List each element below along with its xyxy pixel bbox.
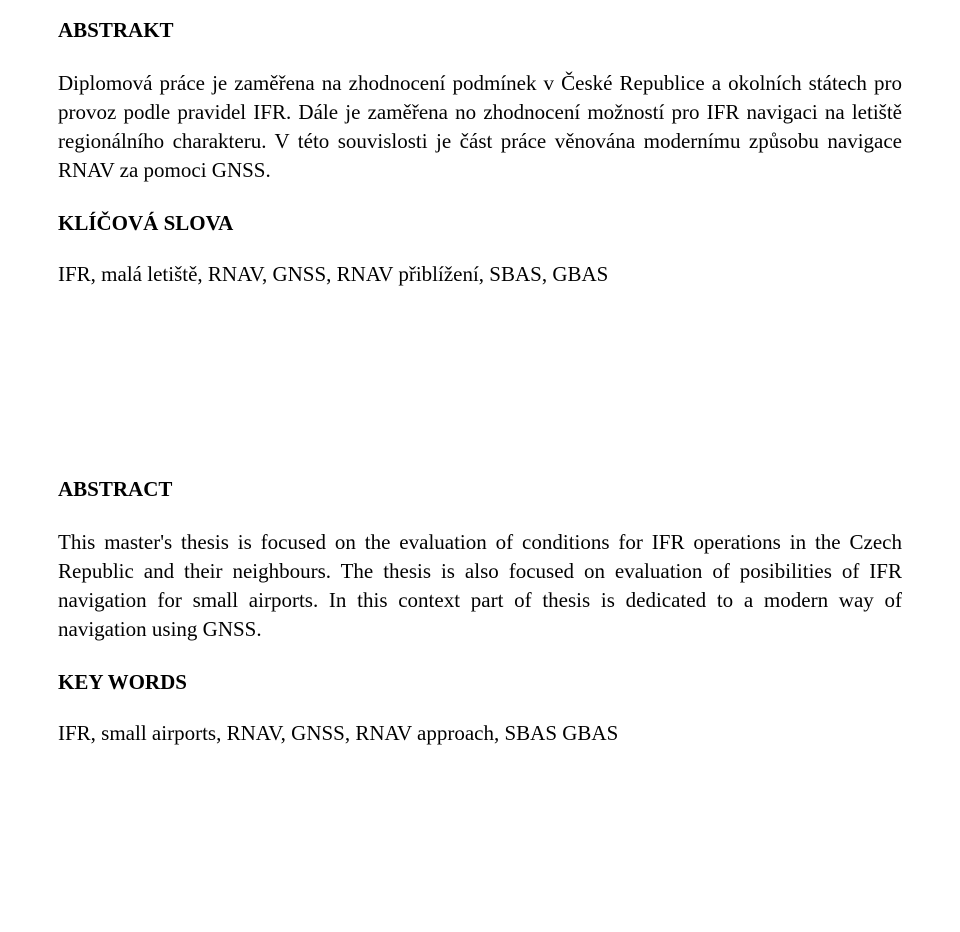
abstract-en-body: This master's thesis is focused on the e… [58, 528, 902, 644]
abstract-en-section: ABSTRACT This master's thesis is focused… [58, 477, 902, 746]
keywords-cz-heading: KLÍČOVÁ SLOVA [58, 211, 902, 236]
abstract-cz-section: ABSTRAKT Diplomová práce je zaměřena na … [58, 18, 902, 287]
keywords-cz-line: IFR, malá letiště, RNAV, GNSS, RNAV přib… [58, 262, 902, 287]
keywords-en-line: IFR, small airports, RNAV, GNSS, RNAV ap… [58, 721, 902, 746]
section-gap [58, 287, 902, 477]
abstract-cz-body: Diplomová práce je zaměřena na zhodnocen… [58, 69, 902, 185]
abstract-en-heading: ABSTRACT [58, 477, 902, 502]
document-page: ABSTRAKT Diplomová práce je zaměřena na … [0, 0, 960, 932]
keywords-en-heading: KEY WORDS [58, 670, 902, 695]
abstract-cz-heading: ABSTRAKT [58, 18, 902, 43]
